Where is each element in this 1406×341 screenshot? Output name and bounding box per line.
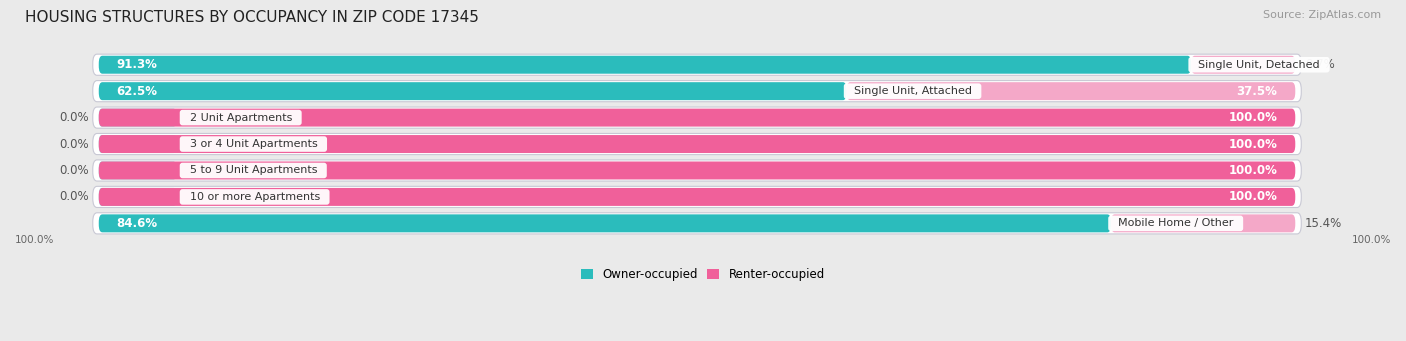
Text: 62.5%: 62.5% [117,85,157,98]
Text: 84.6%: 84.6% [117,217,157,230]
Text: 100.0%: 100.0% [1351,235,1391,245]
FancyBboxPatch shape [98,135,177,153]
FancyBboxPatch shape [98,82,846,100]
Text: 2 Unit Apartments: 2 Unit Apartments [183,113,299,123]
Text: 100.0%: 100.0% [1229,190,1277,204]
FancyBboxPatch shape [98,214,1111,232]
FancyBboxPatch shape [98,188,177,206]
FancyBboxPatch shape [1191,56,1295,74]
FancyBboxPatch shape [93,54,1302,75]
Text: 3 or 4 Unit Apartments: 3 or 4 Unit Apartments [183,139,325,149]
Text: 91.3%: 91.3% [117,58,157,71]
Text: 0.0%: 0.0% [59,137,89,150]
FancyBboxPatch shape [1111,214,1295,232]
FancyBboxPatch shape [98,109,1295,127]
FancyBboxPatch shape [98,188,1295,206]
Text: Single Unit, Attached: Single Unit, Attached [846,86,979,96]
Text: 8.7%: 8.7% [1305,58,1334,71]
Text: 15.4%: 15.4% [1305,217,1343,230]
Text: 100.0%: 100.0% [1229,137,1277,150]
FancyBboxPatch shape [98,56,1191,74]
Text: Mobile Home / Other: Mobile Home / Other [1111,218,1240,228]
Text: 100.0%: 100.0% [1229,164,1277,177]
FancyBboxPatch shape [98,135,1295,153]
FancyBboxPatch shape [93,107,1302,128]
FancyBboxPatch shape [93,186,1302,207]
Text: 0.0%: 0.0% [59,190,89,204]
Legend: Owner-occupied, Renter-occupied: Owner-occupied, Renter-occupied [576,263,830,286]
Text: Single Unit, Detached: Single Unit, Detached [1191,60,1327,70]
Text: 100.0%: 100.0% [1229,111,1277,124]
Text: 10 or more Apartments: 10 or more Apartments [183,192,326,202]
Text: 5 to 9 Unit Apartments: 5 to 9 Unit Apartments [183,165,323,176]
Text: 0.0%: 0.0% [59,164,89,177]
Text: 100.0%: 100.0% [15,235,55,245]
FancyBboxPatch shape [846,82,1295,100]
FancyBboxPatch shape [93,133,1302,154]
Text: 37.5%: 37.5% [1236,85,1277,98]
FancyBboxPatch shape [93,160,1302,181]
FancyBboxPatch shape [98,109,177,127]
Text: 0.0%: 0.0% [59,111,89,124]
FancyBboxPatch shape [93,213,1302,234]
Text: Source: ZipAtlas.com: Source: ZipAtlas.com [1263,10,1381,20]
FancyBboxPatch shape [98,162,1295,179]
Text: HOUSING STRUCTURES BY OCCUPANCY IN ZIP CODE 17345: HOUSING STRUCTURES BY OCCUPANCY IN ZIP C… [25,10,479,25]
FancyBboxPatch shape [93,80,1302,102]
FancyBboxPatch shape [98,162,177,179]
